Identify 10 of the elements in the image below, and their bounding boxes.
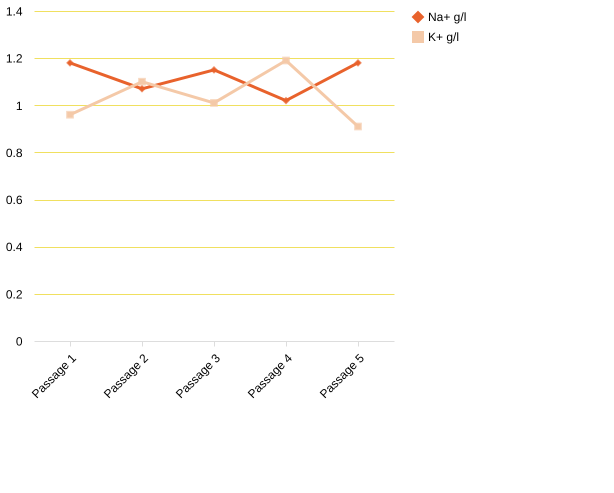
legend-label: K+ g/l [428, 30, 460, 44]
y-tick-label: 0.8 [6, 146, 23, 160]
y-tick-label: 1.4 [6, 4, 23, 18]
y-tick-label: 1 [16, 98, 23, 113]
y-tick-label: 0.4 [6, 240, 23, 254]
y-tick-label: 1.2 [6, 52, 23, 66]
y-tick-label: 0.2 [6, 287, 23, 302]
y-tick-label: 0 [16, 334, 23, 348]
y-tick-label: 0.6 [6, 193, 23, 208]
legend-label: Na+ g/l [428, 10, 466, 24]
